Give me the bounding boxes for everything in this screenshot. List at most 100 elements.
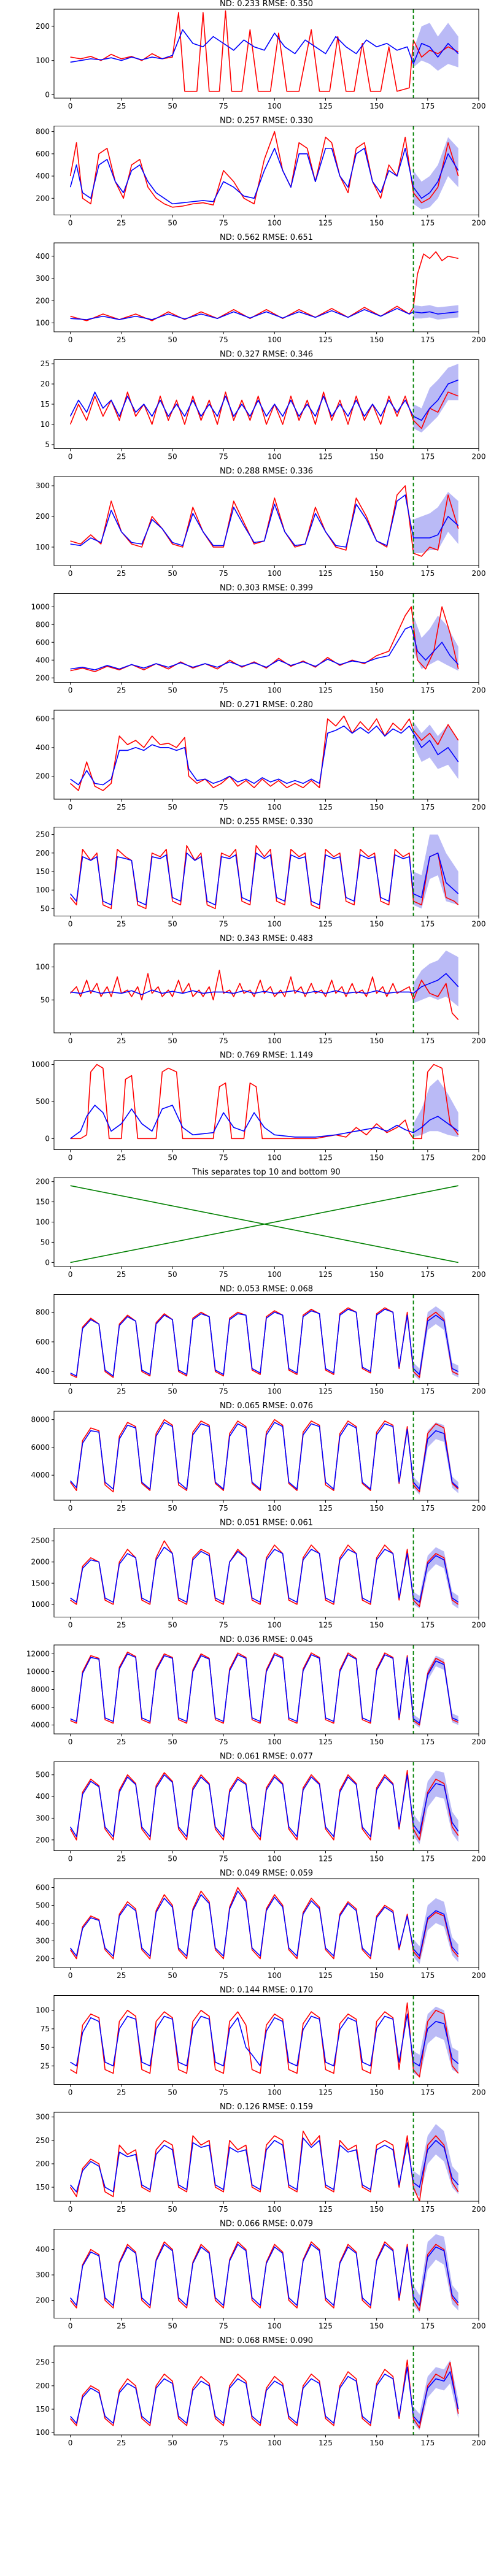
x-tick-label: 25	[117, 803, 126, 811]
y-tick-label: 100	[36, 2006, 50, 2015]
x-tick-label: 125	[319, 453, 333, 461]
chart-panel-17: ND: 0.049 RMSE: 0.059 0 25 50 75 100 125 150 175…	[36, 1869, 485, 1980]
x-tick-label: 25	[117, 219, 126, 228]
x-tick-label: 0	[68, 686, 73, 695]
x-tick-label: 150	[369, 1621, 384, 1630]
x-tick-label: 25	[117, 2205, 126, 2214]
panel-title: ND: 0.271 RMSE: 0.280	[220, 700, 313, 710]
x-tick-label: 150	[369, 2205, 384, 2214]
x-tick-label: 0	[68, 1387, 73, 1396]
y-tick-label: 300	[36, 2271, 50, 2279]
x-tick-label: 175	[420, 102, 435, 110]
x-tick-label: 0	[68, 219, 73, 228]
panel-title: ND: 0.053 RMSE: 0.068	[220, 1285, 313, 1294]
x-tick-label: 50	[168, 453, 177, 461]
axes-frame	[53, 2345, 479, 2436]
x-tick-label: 25	[117, 335, 126, 344]
x-tick-label: 25	[117, 1738, 126, 1746]
plot-area	[69, 126, 459, 215]
x-tick-label: 75	[218, 1504, 228, 1512]
panel-title: ND: 0.562 RMSE: 0.651	[220, 233, 313, 242]
x-tick-label: 150	[369, 1855, 384, 1863]
actual-series-line	[70, 1064, 459, 1140]
x-tick-label: 50	[168, 920, 177, 929]
y-tick-label: 100	[36, 963, 50, 972]
x-tick-label: 100	[268, 2322, 282, 2331]
x-tick-label: 200	[472, 1387, 486, 1396]
confidence-band	[413, 305, 458, 320]
confidence-band	[413, 1770, 458, 1844]
y-tick-label: 0	[45, 90, 50, 99]
predicted-series-line	[69, 852, 459, 906]
actual-series-line	[70, 606, 459, 672]
panel-title: ND: 0.233 RMSE: 0.350	[220, 0, 313, 9]
y-tick-label: 10	[41, 420, 50, 429]
x-tick-label: 25	[117, 1504, 126, 1512]
predicted-series-line	[70, 494, 459, 548]
y-tick-label: 100	[36, 886, 50, 894]
x-tick-label: 125	[319, 102, 333, 110]
chart-panel-15: ND: 0.036 RMSE: 0.045 0 25 50 75 100 125 150 175…	[26, 1635, 486, 1746]
y-tick-label: 200	[36, 22, 50, 31]
confidence-band	[413, 615, 458, 671]
x-tick-label: 25	[117, 1855, 126, 1863]
x-tick-label: 100	[268, 1971, 282, 1980]
confidence-band	[413, 950, 458, 1007]
y-tick-label: 800	[36, 620, 50, 629]
plot-area	[69, 1761, 459, 1851]
x-tick-label: 175	[420, 1855, 435, 1863]
x-tick-label: 100	[268, 920, 282, 929]
x-tick-label: 175	[420, 2322, 435, 2331]
x-tick-label: 25	[117, 920, 126, 929]
chart-panel-10: ND: 0.769 RMSE: 1.149 0 25 50 75 100 125 150 175…	[31, 1051, 485, 1162]
x-tick-label: 150	[369, 569, 384, 578]
x-tick-label: 75	[218, 803, 228, 811]
x-tick-label: 150	[369, 102, 384, 110]
x-tick-label: 100	[268, 686, 282, 695]
axes-frame	[53, 2229, 479, 2318]
axes-frame	[53, 1294, 479, 1384]
x-tick-label: 200	[472, 2205, 486, 2214]
x-tick-label: 75	[218, 2205, 228, 2214]
axes-frame	[53, 2112, 479, 2202]
x-tick-label: 200	[472, 1154, 486, 1162]
x-tick-label: 200	[472, 2088, 486, 2097]
x-tick-label: 125	[319, 219, 333, 228]
y-tick-label: 500	[36, 1771, 50, 1779]
x-tick-label: 200	[472, 453, 486, 461]
confidence-band	[413, 1547, 458, 1609]
x-tick-label: 175	[420, 2088, 435, 2097]
x-tick-label: 50	[168, 1387, 177, 1396]
x-tick-label: 200	[472, 1270, 486, 1279]
predicted-series-line	[70, 626, 459, 670]
chart-panel-1: ND: 0.233 RMSE: 0.350 0 25 50 75 100 125 150 175…	[36, 0, 485, 110]
y-tick-label: 400	[36, 1919, 50, 1928]
y-tick-label: 100	[36, 319, 50, 328]
y-tick-label: 200	[36, 194, 50, 202]
y-tick-label: 400	[36, 172, 50, 180]
y-tick-label: 50	[41, 904, 50, 913]
predicted-series-line	[70, 308, 458, 320]
x-tick-label: 125	[319, 1270, 333, 1279]
x-tick-label: 25	[117, 2322, 126, 2331]
axes-frame	[53, 126, 479, 215]
x-tick-label: 100	[268, 803, 282, 811]
plot-area	[69, 827, 459, 916]
plot-area	[69, 1411, 459, 1500]
y-tick-label: 600	[36, 1884, 50, 1892]
x-tick-label: 175	[420, 1504, 435, 1512]
x-tick-label: 0	[68, 2088, 73, 2097]
y-tick-label: 400	[36, 252, 50, 261]
plot-area	[70, 1185, 458, 1263]
x-tick-label: 150	[369, 1971, 384, 1980]
x-tick-label: 175	[420, 219, 435, 228]
y-tick-label: 100	[36, 56, 50, 65]
x-tick-label: 75	[218, 1738, 228, 1746]
predicted-series-line	[70, 1308, 459, 1377]
x-tick-label: 0	[68, 1738, 73, 1746]
predicted-series-line	[69, 147, 459, 205]
predicted-series-line	[69, 379, 459, 421]
axes-frame	[53, 710, 479, 800]
chart-panel-21: ND: 0.068 RMSE: 0.090 0 25 50 75 100 125 150 175…	[36, 2336, 485, 2447]
x-tick-label: 175	[420, 803, 435, 811]
